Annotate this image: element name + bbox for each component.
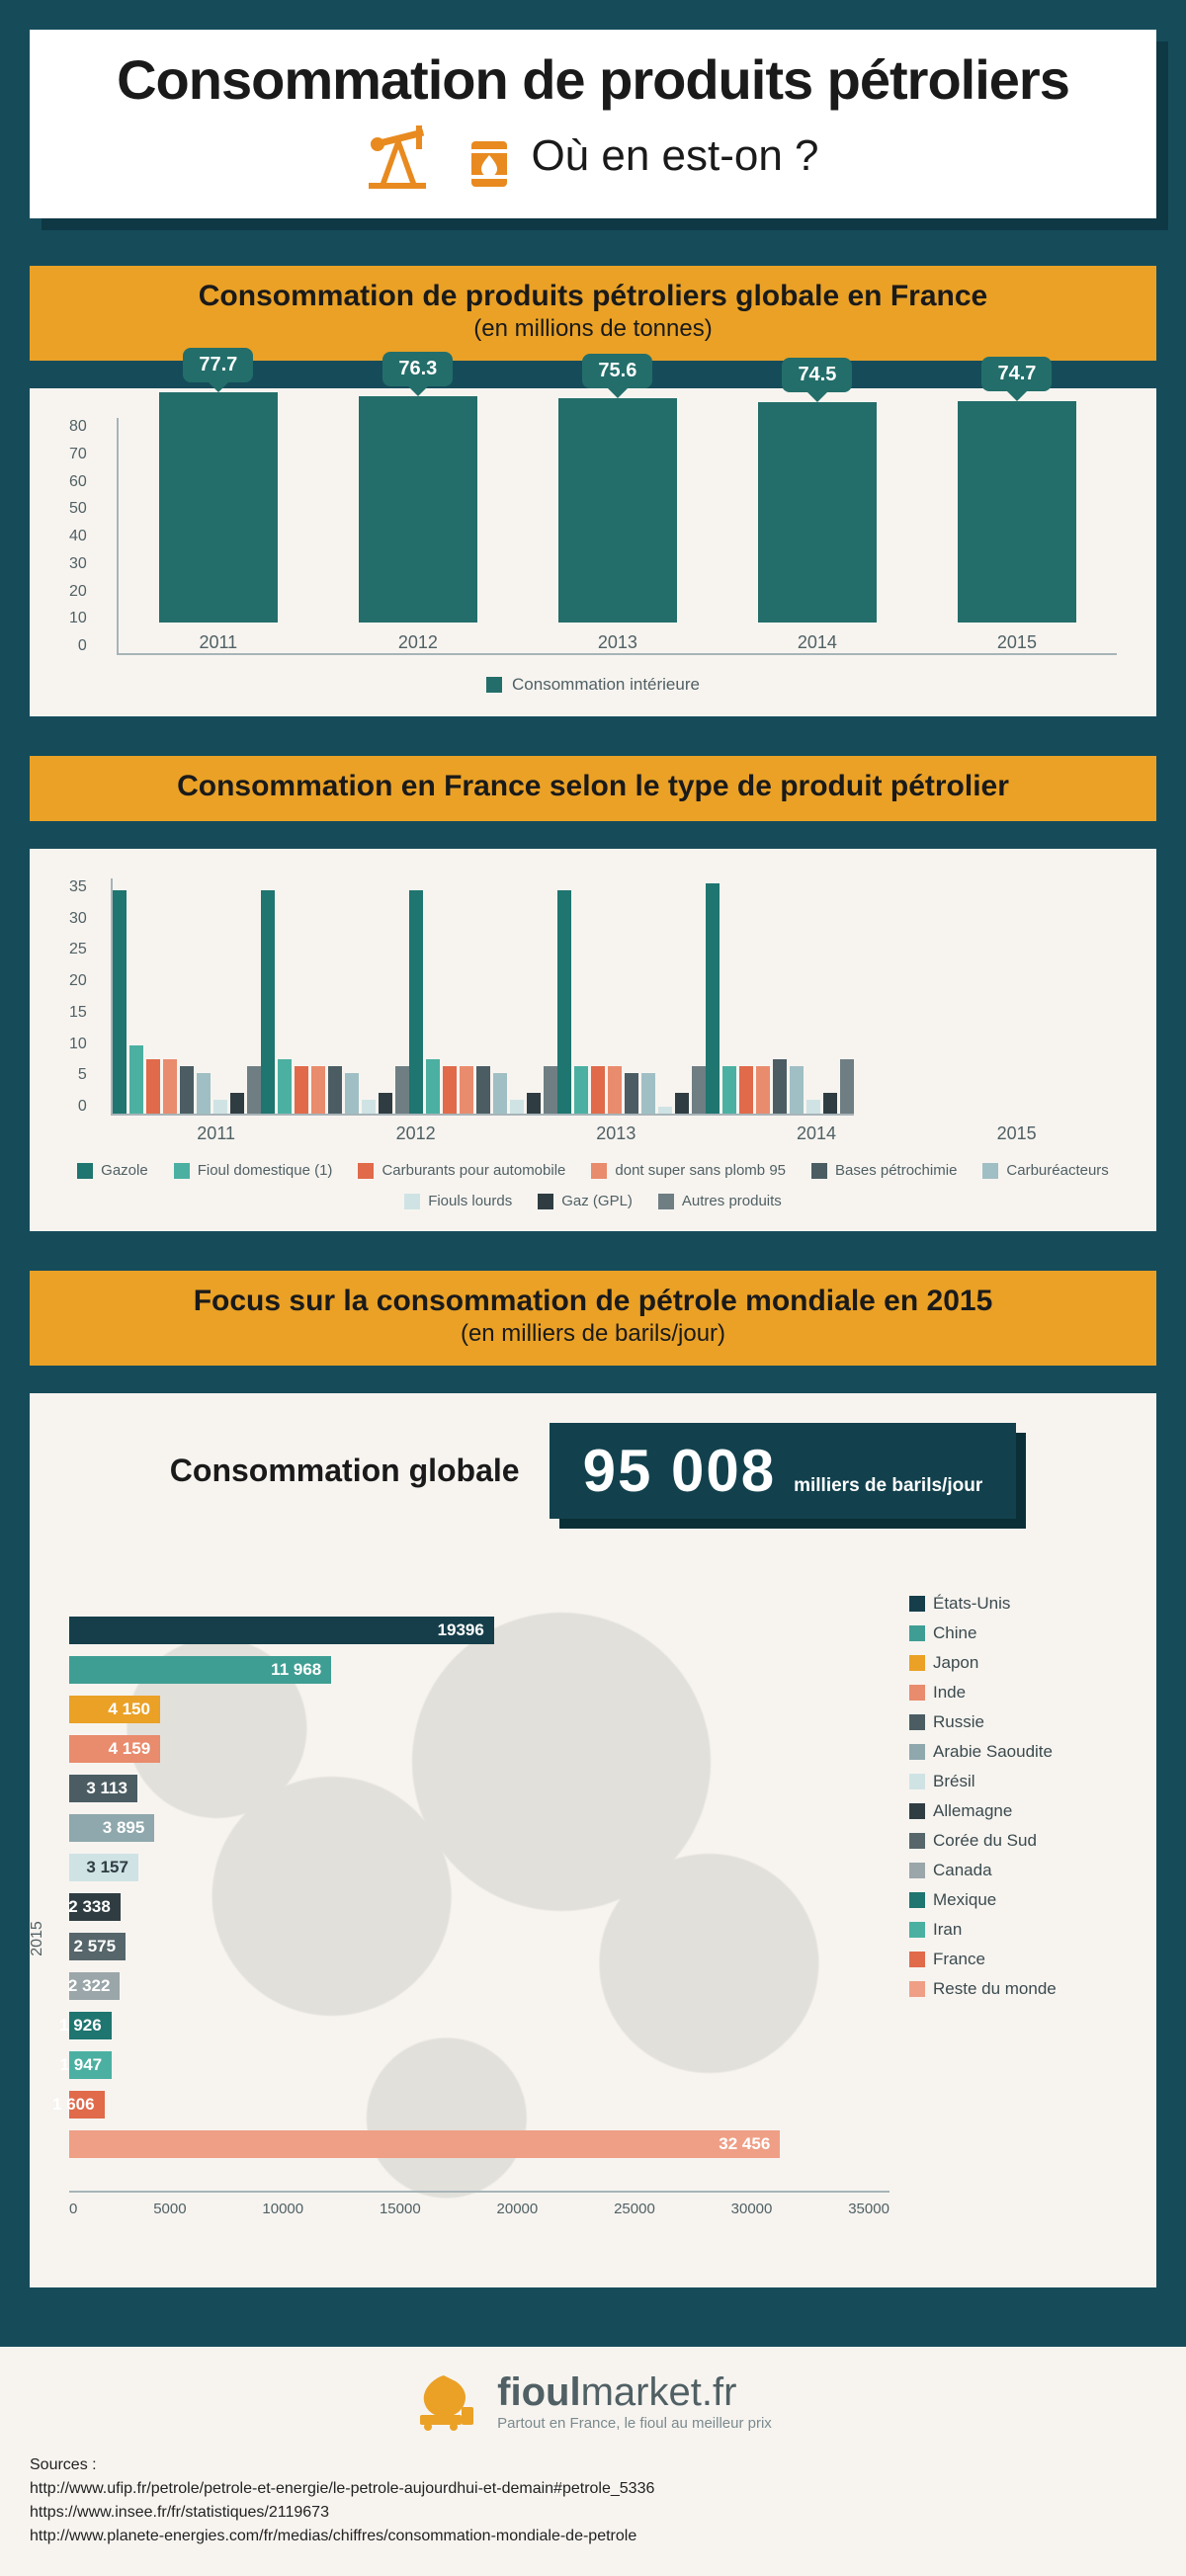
source-link: https://www.insee.fr/fr/statistiques/211… xyxy=(30,2501,1156,2525)
chart3-legend-item: Russie xyxy=(909,1712,1117,1732)
chart3-legend-item: États-Unis xyxy=(909,1594,1117,1614)
chart3-legend-item: Arabie Saoudite xyxy=(909,1742,1117,1762)
chart2-group xyxy=(113,890,261,1114)
chart1-bar: 76.3 xyxy=(349,352,487,623)
section3-banner: Focus sur la consommation de pétrole mon… xyxy=(30,1271,1156,1366)
barrel-icon xyxy=(467,135,511,191)
chart3-legend-item: Inde xyxy=(909,1683,1117,1703)
chart2-legend-item: Gazole xyxy=(77,1162,148,1179)
section1-subtitle: (en millions de tonnes) xyxy=(49,315,1137,343)
chart2-yaxis: 05101520253035 xyxy=(69,878,93,1116)
section3-subtitle: (en milliers de barils/jour) xyxy=(49,1320,1137,1348)
sources-block: Sources : http://www.ufip.fr/petrole/pet… xyxy=(30,2453,1156,2548)
chart3-bar: 11 968 xyxy=(69,1653,890,1687)
chart3-legend-item: Japon xyxy=(909,1653,1117,1673)
source-link: http://www.ufip.fr/petrole/petrole-et-en… xyxy=(30,2477,1156,2501)
chart3-legend-item: Allemagne xyxy=(909,1801,1117,1821)
chart1-bar: 74.5 xyxy=(748,358,887,623)
global-consumption-row: Consommation globale 95 008 milliers de … xyxy=(69,1423,1117,1519)
chart1-bar: 74.7 xyxy=(948,357,1086,623)
chart3-legend-item: Mexique xyxy=(909,1890,1117,1910)
header-card: Consommation de produits pétroliers xyxy=(30,30,1156,218)
brand-logo-icon xyxy=(414,2371,483,2431)
sources-heading: Sources : xyxy=(30,2453,1156,2477)
chart3-bar: 1 606 xyxy=(69,2088,890,2121)
chart1-panel: 01020304050607080 77.7201176.3201275.620… xyxy=(30,388,1156,716)
chart2: 05101520253035 xyxy=(69,878,1117,1116)
chart3-xaxis: 05000100001500020000250003000035000 xyxy=(69,2191,890,2217)
chart3-bar: 2 322 xyxy=(69,1969,890,2003)
brand-row: fioulmarket.fr Partout en France, le fio… xyxy=(30,2370,1156,2432)
chart2-legend-item: Fioul domestique (1) xyxy=(174,1162,333,1179)
footer: fioulmarket.fr Partout en France, le fio… xyxy=(0,2347,1186,2576)
chart3: 2015 1939611 9684 1504 1593 1133 8953 15… xyxy=(69,1554,1117,2266)
chart2-plot xyxy=(111,878,854,1116)
global-label: Consommation globale xyxy=(170,1453,520,1489)
brand-tagline: Partout en France, le fioul au meilleur … xyxy=(497,2415,772,2432)
chart2-legend-item: Carburants pour automobile xyxy=(358,1162,565,1179)
chart1-legend: Consommation intérieure xyxy=(69,675,1117,695)
page-subtitle: Où en est-on ? xyxy=(531,131,818,181)
chart1-plot: 77.7201176.3201275.6201374.5201474.72015 xyxy=(117,418,1117,655)
chart2-legend: Gazole Fioul domestique (1) Carburants pou… xyxy=(69,1162,1117,1209)
section2-title: Consommation en France selon le type de … xyxy=(49,770,1137,803)
page-title: Consommation de produits pétroliers xyxy=(69,47,1117,112)
source-link: http://www.planete-energies.com/fr/media… xyxy=(30,2525,1156,2548)
section1-title: Consommation de produits pétroliers glob… xyxy=(49,280,1137,313)
chart2-legend-item: Bases pétrochimie xyxy=(811,1162,957,1179)
section3-title: Focus sur la consommation de pétrole mon… xyxy=(49,1285,1137,1318)
chart1-yaxis: 01020304050607080 xyxy=(69,418,93,655)
chart3-bar: 4 150 xyxy=(69,1693,890,1726)
chart2-group xyxy=(557,890,706,1114)
chart2-xlabels: 20112012201320142015 xyxy=(69,1123,1117,1144)
chart3-legend: États-Unis Chine Japon Inde Russie Arabie Sao… xyxy=(909,1594,1117,2266)
section2-banner: Consommation en France selon le type de … xyxy=(30,756,1156,821)
chart2-legend-item: dont super sans plomb 95 xyxy=(591,1162,786,1179)
chart3-bar: 19396 xyxy=(69,1614,890,1647)
chart1-legend-swatch xyxy=(486,677,502,693)
chart3-legend-item: Chine xyxy=(909,1623,1117,1643)
chart2-group xyxy=(409,890,557,1114)
chart3-legend-item: Canada xyxy=(909,1861,1117,1880)
chart3-bar: 32 456 xyxy=(69,2127,890,2161)
chart3-plot: 2015 1939611 9684 1504 1593 1133 8953 15… xyxy=(69,1594,890,2266)
chart3-bar: 2 575 xyxy=(69,1930,890,1963)
chart3-bar: 3 895 xyxy=(69,1811,890,1845)
section1-banner: Consommation de produits pétroliers glob… xyxy=(30,266,1156,361)
global-unit: milliers de barils/jour xyxy=(794,1475,982,1497)
chart1-bar: 77.7 xyxy=(149,348,288,623)
chart3-bar: 3 113 xyxy=(69,1772,890,1805)
chart1-legend-label: Consommation intérieure xyxy=(512,675,700,695)
chart3-year-label: 2015 xyxy=(29,1921,46,1956)
chart2-legend-item: Carburéacteurs xyxy=(982,1162,1108,1179)
chart2-legend-item: Fiouls lourds xyxy=(404,1193,512,1209)
pumpjack-icon xyxy=(367,122,456,191)
chart2-legend-item: Autres produits xyxy=(658,1193,782,1209)
chart2-panel: 05101520253035 20112012201320142015 Gazo… xyxy=(30,849,1156,1231)
chart3-bar: 3 157 xyxy=(69,1851,890,1884)
chart3-legend-item: Iran xyxy=(909,1920,1117,1940)
chart3-legend-item: Reste du monde xyxy=(909,1979,1117,1999)
chart1: 01020304050607080 77.7201176.3201275.620… xyxy=(69,418,1117,655)
global-value-box: 95 008 milliers de barils/jour xyxy=(550,1423,1017,1519)
global-value: 95 008 xyxy=(583,1437,777,1505)
chart1-bar: 75.6 xyxy=(549,354,687,623)
chart3-legend-item: Corée du Sud xyxy=(909,1831,1117,1851)
chart3-bar: 4 159 xyxy=(69,1732,890,1766)
header-icons xyxy=(367,122,511,191)
chart3-bar: 2 338 xyxy=(69,1890,890,1924)
chart2-legend-item: Gaz (GPL) xyxy=(538,1193,633,1209)
chart3-bar: 1 926 xyxy=(69,2009,890,2042)
chart3-panel: Consommation globale 95 008 milliers de … xyxy=(30,1393,1156,2287)
chart2-group xyxy=(261,890,409,1114)
chart3-legend-item: France xyxy=(909,1950,1117,1969)
brand-name: fioulmarket.fr xyxy=(497,2370,772,2415)
chart2-group xyxy=(706,883,854,1114)
chart3-legend-item: Brésil xyxy=(909,1772,1117,1791)
chart3-bar: 1 947 xyxy=(69,2048,890,2082)
infographic-page: Consommation de produits pétroliers xyxy=(0,0,1186,2347)
